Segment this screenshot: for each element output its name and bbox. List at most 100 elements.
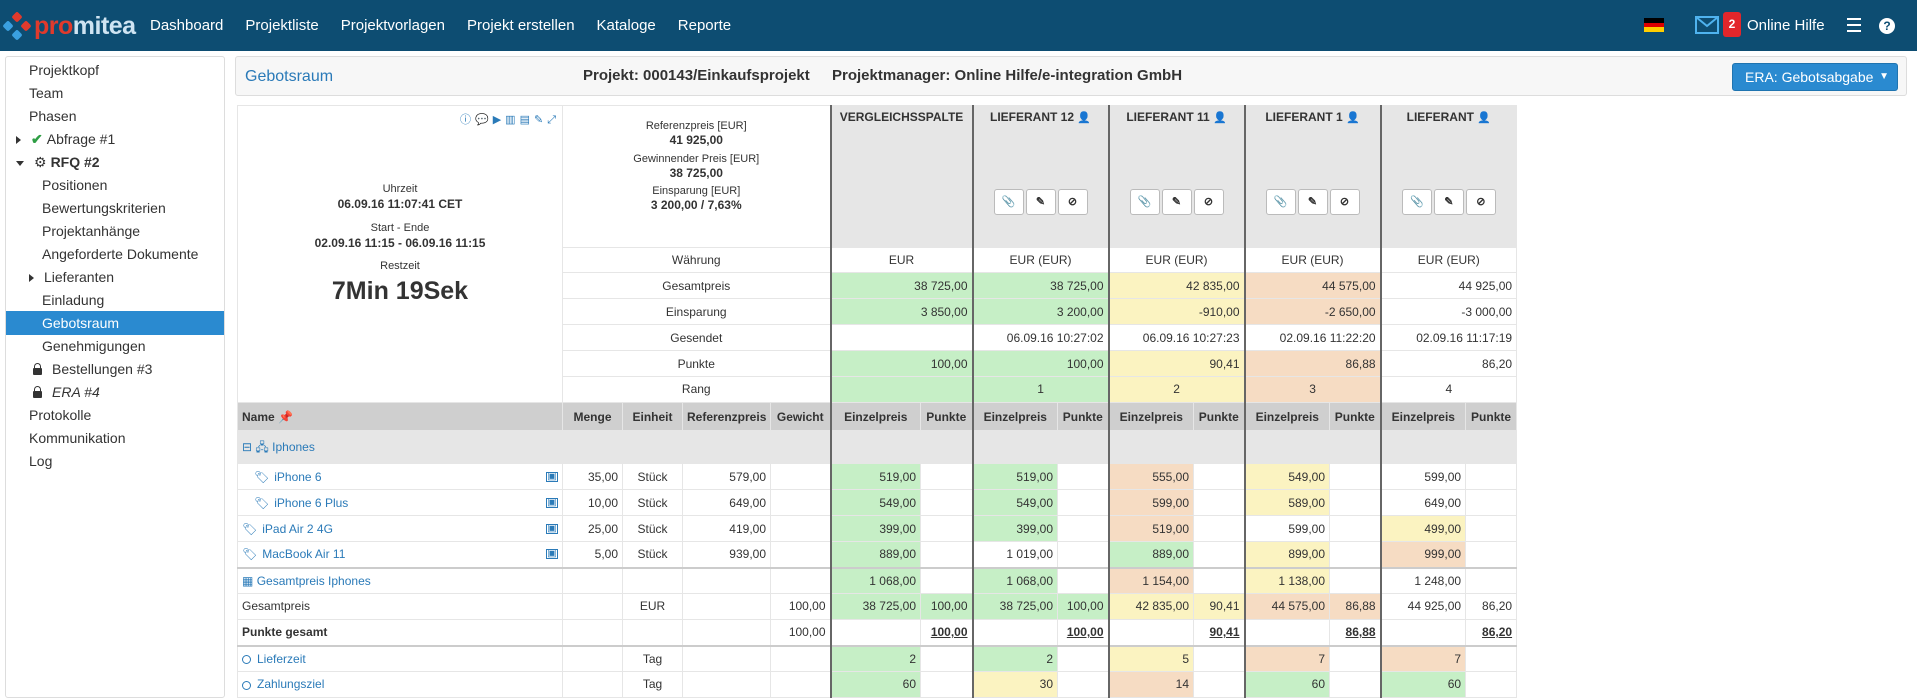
chart-icon[interactable]: ▥ xyxy=(505,114,516,126)
sidebar-item-log[interactable]: Log xyxy=(6,449,224,473)
sidebar-item-positionen[interactable]: Positionen xyxy=(6,173,224,197)
promitea-logo[interactable]: promitea xyxy=(2,11,136,41)
chat-icon[interactable]: 💬 xyxy=(474,114,489,126)
info-icon[interactable]: ⓘ xyxy=(459,114,471,126)
item-link[interactable]: iPad Air 2 4G xyxy=(262,521,333,536)
era-dropdown-button[interactable]: ERA: Gebotsabgabe ▼ xyxy=(1732,63,1898,91)
item-price: 399,00 xyxy=(971,515,1059,543)
nav-link-projektvorlagen[interactable]: Projektvorlagen xyxy=(340,17,445,34)
sidebar-item-label: Projektkopf xyxy=(29,62,100,78)
edit-icon[interactable]: ✎ xyxy=(1025,189,1056,215)
pin-icon[interactable]: 📌 xyxy=(278,409,293,424)
mail-icon[interactable] xyxy=(1695,16,1719,34)
criterion-unit: Tag xyxy=(622,644,683,672)
sidebar-item-projektkopf[interactable]: Projektkopf xyxy=(6,58,224,82)
ref-price-label: Referenzpreis [EUR] xyxy=(645,120,747,132)
supplier-header: LIEFERANT 👤 📎 ✎ ⊘ xyxy=(1379,105,1518,248)
edit-icon[interactable]: ✎ xyxy=(1433,189,1464,215)
group-row-iphones[interactable]: ⊟ 🖧 Iphones xyxy=(237,430,563,465)
caret-down-icon[interactable] xyxy=(16,160,24,166)
caret-right-icon[interactable] xyxy=(29,274,34,283)
online-help-link[interactable]: Online Hilfe xyxy=(1747,17,1825,34)
nav-link-reporte[interactable]: Reporte xyxy=(677,17,732,34)
table-row: Währung EUR EUR (EUR) EUR (EUR) EUR (EUR) EUR… xyxy=(238,246,1518,274)
sidebar-item-phasen[interactable]: Phasen xyxy=(6,104,224,128)
attach-icon[interactable]: 📎 xyxy=(1401,189,1432,215)
era-button-label: ERA: Gebotsabgabe xyxy=(1745,69,1874,85)
sidebar-item-projektanhänge[interactable]: Projektanhänge xyxy=(6,219,224,243)
total-value: 44 925,00 xyxy=(1379,593,1467,621)
sidebar-item-einladung[interactable]: Einladung xyxy=(6,288,224,312)
image-icon[interactable]: ▣ xyxy=(546,522,558,534)
video-icon[interactable]: ▶ xyxy=(492,114,502,126)
image-icon[interactable]: ▣ xyxy=(546,548,558,560)
block-icon[interactable]: ⊘ xyxy=(1193,189,1224,215)
table-row: Gesamtpreis 38 725,00 38 725,00 42 835,00 44… xyxy=(238,272,1518,300)
item-link[interactable]: iPhone 6 xyxy=(274,469,322,484)
item-link[interactable]: iPhone 6 Plus xyxy=(274,495,349,510)
criterion-row[interactable]: Lieferzeit xyxy=(237,644,563,672)
sidebar-item-label: Team xyxy=(29,85,64,101)
edit-icon[interactable]: ✎ xyxy=(533,114,544,126)
table-row: Lieferzeit Tag 2 2 5 7 7 xyxy=(237,644,1518,672)
attach-icon[interactable]: 📎 xyxy=(1265,189,1296,215)
item-link[interactable]: MacBook Air 11 xyxy=(262,547,346,562)
sidebar-item-label: Log xyxy=(29,453,53,469)
notification-badge[interactable]: 2 xyxy=(1723,12,1741,37)
nav-link-projektliste[interactable]: Projektliste xyxy=(245,17,319,34)
flag-de-icon[interactable] xyxy=(1644,18,1664,32)
sidebar-item-label: Kommunikation xyxy=(29,430,126,446)
edit-icon[interactable]: ✎ xyxy=(1297,189,1328,215)
col-header: Menge xyxy=(562,402,623,432)
sidebar-item-gebotsraum[interactable]: Gebotsraum xyxy=(6,311,224,335)
sidebar-item-bewertungskriterien[interactable]: Bewertungskriterien xyxy=(6,196,224,220)
summary-value: 86,88 xyxy=(1243,350,1382,378)
col-header: Einzelpreis xyxy=(1107,402,1195,432)
item-price: 889,00 xyxy=(1107,541,1195,569)
attach-icon[interactable]: 📎 xyxy=(993,189,1024,215)
sidebar-item-genehmigungen[interactable]: Genehmigungen xyxy=(6,334,224,358)
sidebar-item-lieferanten[interactable]: Lieferanten xyxy=(6,265,224,289)
image-icon[interactable]: ▣ xyxy=(546,496,558,508)
total-label: Gesamtpreis xyxy=(237,593,563,621)
group-total-name[interactable]: ▦ Gesamtpreis Iphones xyxy=(237,566,563,595)
caret-right-icon[interactable] xyxy=(16,136,21,145)
nav-link-projekt-erstellen[interactable]: Projekt erstellen xyxy=(466,17,575,34)
block-icon[interactable]: ⊘ xyxy=(1329,189,1360,215)
item-price: 899,00 xyxy=(1243,541,1331,569)
image-icon[interactable]: ▣ xyxy=(546,470,558,482)
sidebar-item-bestellungen-3[interactable]: Bestellungen #3 xyxy=(6,357,224,381)
criterion-value: 5 xyxy=(1107,644,1195,672)
person-icon: 👤 xyxy=(1477,112,1491,124)
menu-icon[interactable] xyxy=(1847,18,1861,36)
sidebar-item-era-4[interactable]: ERA #4 xyxy=(6,380,224,404)
supplier-header: VERGLEICHSSPALTE xyxy=(829,105,974,248)
block-icon[interactable]: ⊘ xyxy=(1057,189,1088,215)
group-total-price: 1 154,00 xyxy=(1107,566,1195,595)
sidebar-item-rfq-2[interactable]: ⚙ RFQ #2 xyxy=(6,150,224,174)
lock-icon xyxy=(33,385,42,398)
summary-value: 38 725,00 xyxy=(971,272,1110,300)
table-row: Einsparung 3 850,00 3 200,00 -910,00 -2 650,… xyxy=(238,298,1518,326)
summary-value: 06.09.16 10:27:23 xyxy=(1107,324,1246,352)
col-header: Gewicht xyxy=(769,402,832,432)
nav-link-dashboard[interactable]: Dashboard xyxy=(150,17,224,34)
sidebar-item-team[interactable]: Team xyxy=(6,81,224,105)
nav-link-kataloge[interactable]: Kataloge xyxy=(596,17,656,34)
item-price: 649,00 xyxy=(1379,489,1467,517)
expand-icon[interactable]: ⤢ xyxy=(547,114,556,126)
item-price: 555,00 xyxy=(1107,463,1195,491)
sidebar-item-kommunikation[interactable]: Kommunikation xyxy=(6,426,224,450)
attach-icon[interactable]: 📎 xyxy=(1129,189,1160,215)
block-icon[interactable]: ⊘ xyxy=(1465,189,1496,215)
criterion-row[interactable]: Zahlungsziel xyxy=(237,670,563,698)
sidebar-item-angeforderte-dokumente[interactable]: Angeforderte Dokumente xyxy=(6,242,224,266)
question-icon[interactable]: ? xyxy=(1879,18,1895,34)
summary-value: EUR (EUR) xyxy=(1243,246,1382,274)
sidebar-item-protokolle[interactable]: Protokolle xyxy=(6,403,224,427)
edit-icon[interactable]: ✎ xyxy=(1161,189,1192,215)
document-icon[interactable]: ▤ xyxy=(519,114,530,126)
sidebar-item-abfrage-1[interactable]: ✔ Abfrage #1 xyxy=(6,127,224,151)
summary-value: 3 200,00 xyxy=(971,298,1110,326)
supplier-name: LIEFERANT 11 xyxy=(1126,110,1210,124)
